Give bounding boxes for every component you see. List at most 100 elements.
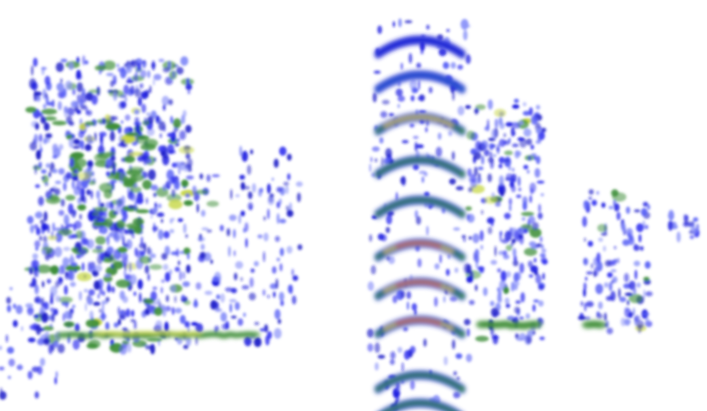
noise-speck bbox=[6, 304, 12, 313]
noise-speck bbox=[54, 377, 57, 385]
noise-speck bbox=[196, 203, 199, 213]
noise-speck bbox=[643, 289, 646, 300]
noise-speck bbox=[6, 346, 15, 354]
noise-speck bbox=[513, 229, 520, 240]
noise-speck bbox=[489, 143, 494, 151]
noise-speck bbox=[623, 318, 632, 325]
noise-speck bbox=[185, 124, 192, 133]
energy-spot bbox=[70, 247, 79, 252]
noise-speck bbox=[39, 142, 42, 149]
noise-speck bbox=[498, 156, 505, 164]
noise-speck bbox=[171, 217, 175, 221]
energy-spot bbox=[503, 286, 510, 294]
noise-speck bbox=[177, 218, 184, 223]
noise-speck bbox=[193, 300, 198, 308]
noise-speck bbox=[498, 175, 504, 187]
noise-speck bbox=[644, 261, 651, 269]
noise-speck bbox=[250, 149, 254, 155]
harmonic bbox=[459, 170, 465, 178]
noise-speck bbox=[168, 99, 173, 106]
noise-speck bbox=[487, 173, 493, 183]
noise-speck bbox=[498, 250, 505, 256]
noise-speck bbox=[47, 101, 54, 106]
noise-speck bbox=[490, 300, 495, 307]
noise-speck bbox=[151, 253, 156, 259]
noise-speck bbox=[32, 276, 36, 287]
noise-speck bbox=[0, 366, 5, 371]
noise-speck bbox=[133, 73, 139, 82]
noise-speck bbox=[287, 173, 291, 181]
noise-speck bbox=[468, 300, 475, 305]
noise-speck bbox=[181, 294, 186, 300]
noise-speck bbox=[35, 324, 42, 336]
noise-speck bbox=[195, 323, 204, 333]
noise-speck bbox=[38, 196, 44, 206]
noise-speck bbox=[540, 244, 544, 249]
energy-spot bbox=[127, 151, 144, 157]
noise-speck bbox=[98, 198, 101, 208]
noise-speck bbox=[254, 321, 260, 326]
noise-speck bbox=[512, 143, 519, 148]
noise-speck bbox=[490, 259, 498, 265]
noise-speck bbox=[403, 350, 411, 360]
noise-speck bbox=[53, 308, 59, 316]
noise-speck bbox=[133, 291, 137, 296]
energy-spot bbox=[84, 121, 95, 126]
noise-speck bbox=[161, 252, 168, 260]
noise-speck bbox=[187, 90, 191, 95]
harmonic bbox=[459, 127, 465, 135]
noise-speck bbox=[12, 303, 17, 309]
noise-speck bbox=[91, 94, 98, 105]
noise-speck bbox=[632, 287, 637, 295]
noise-speck bbox=[106, 235, 110, 246]
noise-speck bbox=[634, 209, 641, 213]
noise-speck bbox=[538, 300, 544, 307]
noise-speck bbox=[157, 229, 164, 241]
noise-speck bbox=[110, 116, 118, 121]
noise-speck bbox=[195, 282, 202, 290]
noise-speck bbox=[34, 391, 39, 399]
noise-speck bbox=[289, 284, 294, 295]
noise-speck bbox=[129, 59, 138, 68]
noise-speck bbox=[412, 135, 419, 140]
noise-speck bbox=[125, 308, 131, 318]
noise-speck bbox=[87, 166, 93, 171]
noise-speck bbox=[25, 303, 34, 308]
noise-speck bbox=[78, 291, 82, 301]
noise-speck bbox=[34, 240, 41, 248]
noise-speck bbox=[201, 227, 209, 231]
noise-speck bbox=[479, 266, 485, 274]
noise-speck bbox=[40, 219, 45, 225]
noise-speck bbox=[451, 339, 456, 350]
noise-speck bbox=[69, 270, 75, 281]
noise-speck bbox=[403, 326, 408, 332]
noise-layer bbox=[0, 18, 700, 411]
noise-speck bbox=[106, 246, 114, 255]
noise-speck bbox=[535, 128, 541, 134]
noise-speck bbox=[53, 340, 59, 348]
noise-speck bbox=[533, 299, 539, 303]
harmonic bbox=[459, 385, 465, 393]
noise-speck bbox=[99, 252, 105, 261]
noise-speck bbox=[65, 303, 68, 309]
noise-speck bbox=[100, 202, 105, 208]
noise-speck bbox=[504, 297, 510, 305]
noise-speck bbox=[33, 314, 39, 319]
noise-speck bbox=[159, 133, 162, 138]
energy-spot bbox=[181, 179, 189, 188]
noise-speck bbox=[91, 270, 99, 277]
noise-speck bbox=[12, 320, 18, 328]
noise-speck bbox=[532, 222, 539, 230]
noise-speck bbox=[161, 95, 170, 106]
noise-speck bbox=[625, 206, 631, 214]
noise-speck bbox=[248, 292, 256, 301]
noise-speck bbox=[100, 141, 104, 148]
noise-speck bbox=[63, 108, 68, 118]
noise-speck bbox=[486, 123, 490, 132]
noise-speck bbox=[72, 304, 76, 308]
noise-speck bbox=[583, 201, 590, 205]
energy-spot bbox=[103, 217, 113, 228]
noise-speck bbox=[41, 223, 48, 231]
noise-speck bbox=[366, 328, 374, 338]
noise-speck bbox=[106, 285, 112, 293]
